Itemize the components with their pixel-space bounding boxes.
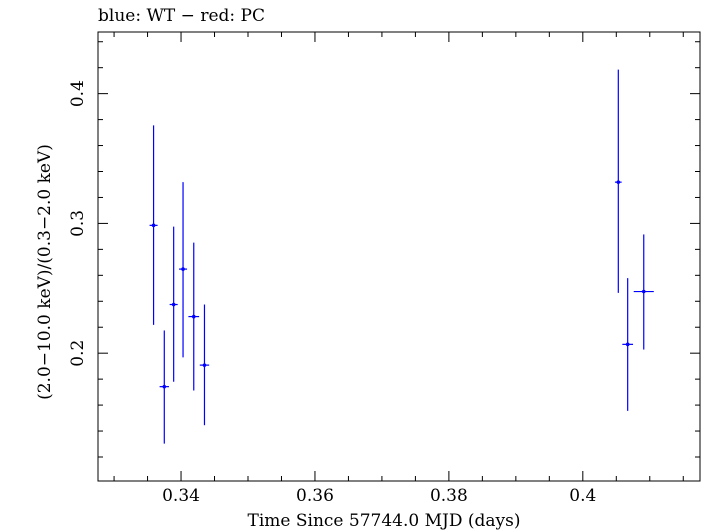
y-axis-ticks: [98, 41, 700, 458]
point-marker: [151, 223, 156, 228]
point-marker: [616, 180, 621, 184]
point-marker: [191, 314, 196, 319]
point-marker: [181, 267, 185, 271]
x-tick-label: 0.36: [296, 486, 334, 506]
point-marker: [202, 363, 207, 367]
point-marker: [171, 302, 176, 307]
y-axis-title: (2.0−10.0 keV)/(0.3−2.0 keV): [35, 144, 55, 400]
data-point: [199, 304, 210, 426]
y-tick-label: 0.3: [68, 210, 88, 237]
data-point: [614, 69, 622, 293]
x-axis-title: Time Since 57744.0 MJD (days): [248, 511, 521, 531]
data-point: [188, 242, 200, 391]
x-tick-label: 0.34: [162, 486, 200, 506]
point-marker: [162, 384, 167, 389]
y-tick-label: 0.4: [68, 80, 88, 107]
data-point: [633, 234, 654, 350]
y-axis-tick-labels: 0.2 0.3 0.4: [68, 80, 88, 367]
x-tick-label: 0.38: [430, 486, 468, 506]
data-point: [159, 330, 169, 444]
data-point: [169, 226, 178, 382]
point-marker: [641, 289, 646, 294]
x-axis-tick-labels: 0.34 0.36 0.38 0.4: [162, 486, 596, 506]
y-tick-label: 0.2: [68, 340, 88, 367]
x-axis-ticks: [113, 32, 684, 481]
plot-frame: [97, 31, 701, 482]
data-points: [149, 69, 654, 444]
data-point: [179, 182, 188, 358]
x-tick-label: 0.4: [569, 486, 596, 506]
data-point: [149, 125, 158, 325]
chart-title: blue: WT − red: PC: [98, 6, 265, 26]
data-point: [622, 278, 634, 411]
point-marker: [625, 342, 630, 347]
